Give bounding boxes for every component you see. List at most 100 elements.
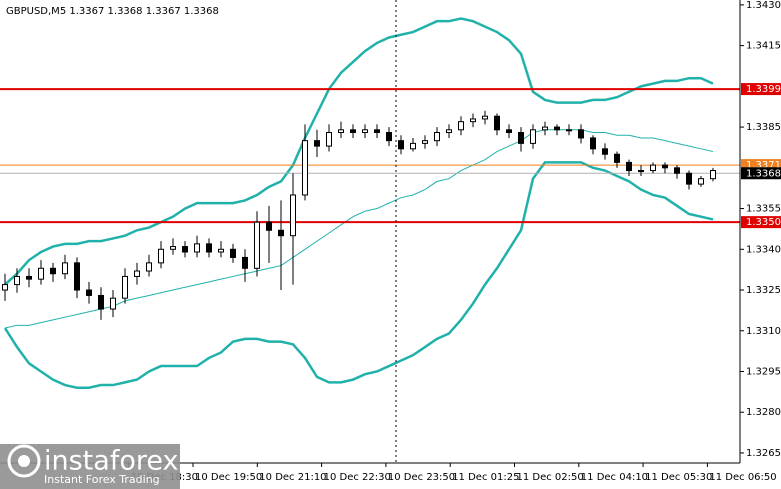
candle-body	[170, 246, 176, 250]
y-tick-label: 1.3295	[746, 366, 781, 377]
x-tick-label: 10 Dec 19:50	[195, 472, 262, 483]
candle-body	[686, 172, 692, 185]
candle-body	[350, 129, 356, 134]
y-tick-label: 1.3265	[746, 448, 781, 459]
candle-body	[146, 262, 152, 272]
candle-body	[434, 132, 440, 142]
candle-body	[158, 248, 164, 264]
candle-body	[86, 289, 92, 296]
candle-body	[374, 129, 380, 134]
y-tick-label: 1.3430	[746, 0, 781, 11]
y-tick-label: 1.3385	[746, 122, 781, 133]
bollinger-middle	[4, 129, 714, 329]
candle-body	[506, 129, 512, 134]
candle-body	[278, 229, 284, 237]
last-price-box	[741, 167, 781, 180]
bollinger-lower	[3, 161, 714, 390]
candle-body	[26, 275, 32, 280]
candle-body	[542, 126, 548, 131]
candle-body	[122, 275, 128, 299]
candle-body	[662, 164, 668, 169]
y-tick-label: 1.3280	[746, 407, 781, 418]
watermark-tagline: Instant Forex Trading	[44, 473, 160, 486]
x-tick-label: 10 Dec 22:30	[324, 472, 391, 483]
candle-body	[446, 129, 452, 134]
candle-body	[422, 140, 428, 144]
x-tick-label: 11 Dec 04:10	[581, 472, 648, 483]
candle-body	[362, 129, 368, 134]
candle-body	[38, 267, 44, 280]
candle-body	[638, 170, 644, 173]
candle-body	[2, 284, 8, 291]
candle-body	[242, 256, 248, 269]
candle-body	[218, 248, 224, 253]
y-tick-label: 1.3310	[746, 326, 781, 337]
watermark-box	[0, 444, 180, 489]
candle-body	[614, 153, 620, 163]
level-label: 1.3371	[746, 160, 781, 171]
candle-body	[182, 246, 188, 253]
candle-body	[590, 137, 596, 150]
level-label: 1.3399	[746, 84, 781, 95]
candle-body	[134, 270, 140, 277]
candle-body	[230, 248, 236, 258]
y-tick-label: 1.3340	[746, 244, 781, 255]
candle-body	[554, 126, 560, 131]
candle-body	[302, 140, 308, 196]
candle-body	[338, 129, 344, 134]
x-tick-label: 11 Dec 01:25	[452, 472, 519, 483]
candle-body	[110, 297, 116, 310]
x-tick-label: 11 Dec 02:50	[517, 472, 584, 483]
candle-body	[50, 267, 56, 275]
x-tick-label: 11 Dec 05:30	[645, 472, 712, 483]
candle-body	[518, 132, 524, 144]
candle-body	[410, 142, 416, 150]
candle-body	[578, 129, 584, 139]
candle-body	[194, 243, 200, 253]
candle-body	[254, 221, 260, 269]
candle-body	[566, 129, 572, 132]
y-tick-label: 1.3415	[746, 41, 781, 52]
overlay: 1.3399 1.3371 1.3350 1.3368	[741, 83, 781, 229]
candle-body	[206, 243, 212, 253]
candle-body	[62, 262, 68, 275]
watermark-brand: instaforex	[44, 446, 178, 477]
candle-body	[14, 275, 20, 286]
candle-body	[650, 164, 656, 172]
candle-body	[98, 294, 104, 310]
candle-body	[326, 132, 332, 147]
candle-body	[494, 115, 500, 131]
x-tick-label: 10 Dec 23:50	[388, 472, 455, 483]
last-price-label: 1.3368	[746, 168, 781, 179]
candle-body	[314, 140, 320, 147]
y-tick-label: 1.3325	[746, 285, 781, 296]
watermark-logo	[7, 444, 41, 478]
y-tick-label: 1.3355	[746, 204, 781, 215]
level-label-box	[741, 216, 781, 229]
candle-body	[530, 129, 536, 144]
level-label-box	[741, 83, 781, 96]
candle-body	[398, 140, 404, 150]
candle-body	[74, 262, 80, 291]
x-tick-label: 11 Dec 06:50	[709, 472, 776, 483]
bollinger-upper	[4, 17, 714, 286]
candle-body	[626, 161, 632, 172]
candle-body	[482, 115, 488, 120]
candle-body	[290, 194, 296, 237]
candle-body	[602, 148, 608, 155]
level-label: 1.3350	[746, 217, 781, 228]
candle-body	[458, 121, 464, 131]
candle-body	[266, 221, 272, 231]
candle-body	[386, 132, 392, 142]
candle-body	[698, 178, 704, 185]
plot-area	[0, 17, 740, 390]
candle-body	[674, 167, 680, 174]
x-tick-label: 10 Dec 21:10	[259, 472, 326, 483]
candle-body	[470, 118, 476, 123]
chart-header: GBPUSD,M5 1.3367 1.3368 1.3367 1.3368	[6, 6, 219, 17]
candle-body	[710, 170, 716, 180]
